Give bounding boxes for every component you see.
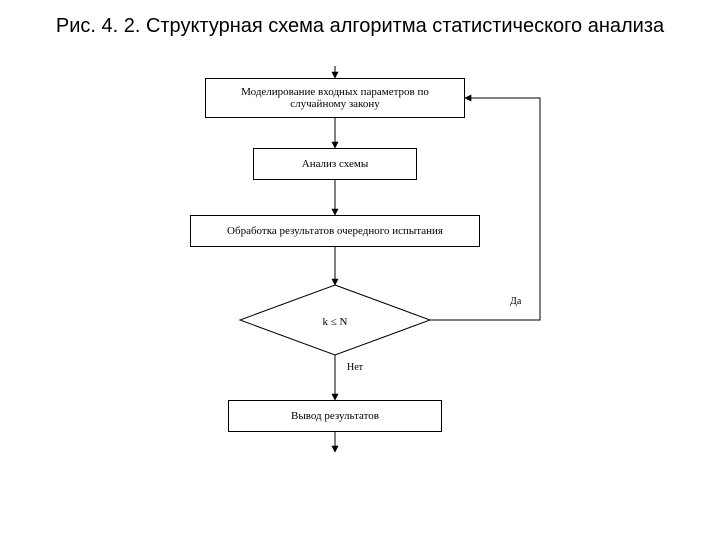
decision-text: k ≤ N (323, 316, 348, 328)
node-analysis: Анализ схемы (253, 148, 417, 180)
node-text: Анализ схемы (302, 158, 368, 170)
page: Рис. 4. 2. Структурная схема алгоритма с… (0, 0, 720, 540)
node-processing: Обработка результатов очередного испытан… (190, 215, 480, 247)
label-yes: Да (510, 296, 521, 307)
label-no: Нет (347, 362, 363, 373)
node-text: Вывод результатов (291, 410, 379, 422)
node-text: Обработка результатов очередного испытан… (227, 225, 443, 237)
flowchart-canvas: Моделирование входных параметров по случ… (0, 0, 720, 540)
node-text: Моделирование входных параметров по случ… (212, 86, 458, 110)
decision-diamond (240, 285, 430, 355)
node-output: Вывод результатов (228, 400, 442, 432)
node-modeling: Моделирование входных параметров по случ… (205, 78, 465, 118)
edge-feedback (430, 98, 540, 320)
